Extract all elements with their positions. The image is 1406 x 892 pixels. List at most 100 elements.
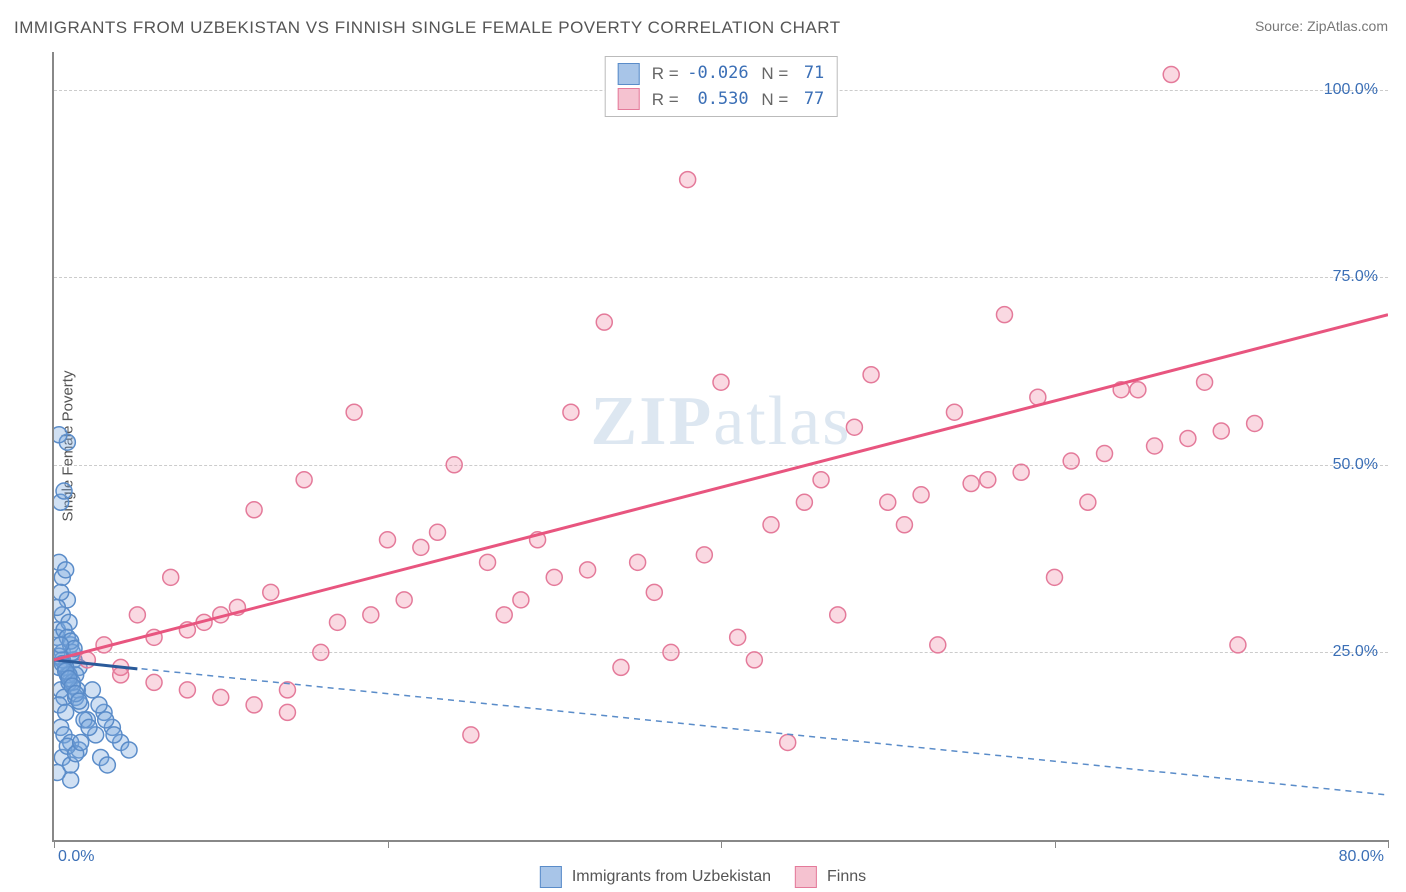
scatter-point <box>1197 374 1213 390</box>
scatter-point <box>1080 494 1096 510</box>
scatter-point <box>129 607 145 623</box>
scatter-point <box>1213 423 1229 439</box>
scatter-point <box>263 584 279 600</box>
scatter-point <box>546 569 562 585</box>
legend-swatch-series1 <box>795 866 817 888</box>
scatter-point <box>246 502 262 518</box>
scatter-point <box>313 644 329 660</box>
scatter-point <box>54 637 69 653</box>
scatter-point <box>980 472 996 488</box>
scatter-point <box>730 629 746 645</box>
scatter-point <box>91 697 107 713</box>
legend-r-label: R = <box>652 87 679 113</box>
scatter-point <box>780 734 796 750</box>
scatter-point <box>580 562 596 578</box>
scatter-point <box>946 404 962 420</box>
scatter-point <box>213 689 229 705</box>
scatter-point <box>54 427 67 443</box>
scatter-point <box>430 524 446 540</box>
scatter-point <box>813 472 829 488</box>
scatter-point <box>1147 438 1163 454</box>
scatter-point <box>363 607 379 623</box>
legend-r-value-series1: 0.530 <box>687 87 749 113</box>
scatter-point <box>121 742 137 758</box>
x-tick-mark <box>388 840 389 848</box>
scatter-point <box>513 592 529 608</box>
scatter-point <box>396 592 412 608</box>
scatter-point <box>246 697 262 713</box>
scatter-point <box>84 682 100 698</box>
x-tick-mark <box>721 840 722 848</box>
scatter-point <box>480 554 496 570</box>
scatter-point <box>746 652 762 668</box>
scatter-point <box>380 532 396 548</box>
chart-title: IMMIGRANTS FROM UZBEKISTAN VS FINNISH SI… <box>14 18 841 38</box>
scatter-point <box>1063 453 1079 469</box>
scatter-point <box>279 682 295 698</box>
scatter-point <box>563 404 579 420</box>
scatter-point <box>413 539 429 555</box>
scatter-point <box>996 307 1012 323</box>
scatter-point <box>663 644 679 660</box>
scatter-point <box>930 637 946 653</box>
legend-item-series0: Immigrants from Uzbekistan <box>540 866 771 888</box>
scatter-point <box>963 476 979 492</box>
legend-n-label: N = <box>757 87 789 113</box>
legend-item-series1: Finns <box>795 866 866 888</box>
scatter-point <box>98 712 114 728</box>
scatter-point <box>1163 67 1179 83</box>
scatter-point <box>106 727 122 743</box>
legend-label-series1: Finns <box>827 868 866 886</box>
legend-series: Immigrants from Uzbekistan Finns <box>540 866 866 888</box>
scatter-point <box>54 584 69 600</box>
x-tick-mark <box>54 840 55 848</box>
legend-swatch-series0 <box>540 866 562 888</box>
scatter-point <box>1013 464 1029 480</box>
scatter-point <box>463 727 479 743</box>
legend-swatch-series1 <box>618 88 640 110</box>
scatter-point <box>596 314 612 330</box>
legend-r-label: R = <box>652 61 679 87</box>
trendline <box>54 660 1388 795</box>
scatter-point <box>763 517 779 533</box>
scatter-point <box>58 562 74 578</box>
scatter-point <box>329 614 345 630</box>
scatter-point <box>896 517 912 533</box>
legend-n-value-series1: 77 <box>796 87 824 113</box>
scatter-point <box>846 419 862 435</box>
scatter-point <box>81 719 97 735</box>
scatter-point <box>346 404 362 420</box>
scatter-point <box>680 172 696 188</box>
scatter-point <box>713 374 729 390</box>
legend-stats: R = -0.026 N = 71 R = 0.530 N = 77 <box>605 56 838 117</box>
scatter-point <box>1180 430 1196 446</box>
source-label: Source: <box>1255 18 1303 34</box>
scatter-point <box>1230 637 1246 653</box>
scatter-point <box>296 472 312 488</box>
scatter-point <box>146 674 162 690</box>
legend-n-value-series0: 71 <box>796 61 824 87</box>
scatter-point <box>796 494 812 510</box>
legend-stats-row: R = -0.026 N = 71 <box>618 61 825 87</box>
source-name: ZipAtlas.com <box>1307 18 1388 34</box>
scatter-point <box>696 547 712 563</box>
scatter-point <box>58 704 74 720</box>
trendline <box>54 315 1388 660</box>
legend-r-value-series0: -0.026 <box>687 61 749 87</box>
scatter-point <box>880 494 896 510</box>
scatter-point <box>99 757 115 773</box>
scatter-point <box>54 599 65 615</box>
legend-label-series0: Immigrants from Uzbekistan <box>572 868 771 886</box>
x-tick-mark <box>1388 840 1389 848</box>
scatter-point <box>1047 569 1063 585</box>
scatter-point <box>613 659 629 675</box>
scatter-point <box>496 607 512 623</box>
legend-n-label: N = <box>757 61 789 87</box>
scatter-point <box>71 693 87 709</box>
scatter-point <box>163 569 179 585</box>
scatter-point <box>646 584 662 600</box>
scatter-point <box>1130 382 1146 398</box>
scatter-point <box>1247 415 1263 431</box>
scatter-point <box>830 607 846 623</box>
plot-area: Single Female Poverty ZIPatlas R = -0.02… <box>52 52 1388 842</box>
